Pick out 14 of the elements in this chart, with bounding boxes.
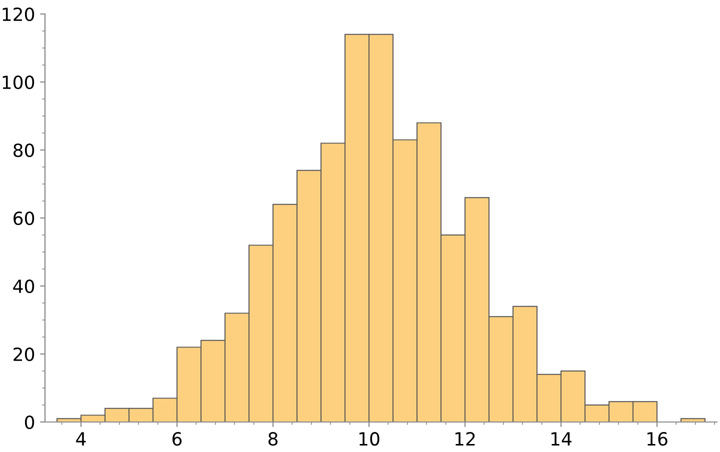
x-tick-label: 16	[647, 432, 668, 446]
y-tick-label: 20	[14, 347, 34, 362]
y-tick-label: 100	[2, 75, 34, 90]
y-tick-label: 80	[14, 143, 34, 158]
x-tick-label: 6	[172, 432, 182, 446]
y-tick-label: 120	[2, 7, 34, 22]
y-tick-label: 60	[14, 211, 34, 226]
y-tick-label: 40	[13, 279, 34, 294]
x-tick-label: 8	[268, 432, 278, 446]
x-tick-label: 4	[76, 432, 86, 446]
x-tick-label: 12	[455, 432, 475, 446]
y-tick-label: 0	[24, 415, 34, 430]
x-tick-label: 10	[359, 432, 380, 446]
x-tick-label: 14	[551, 432, 572, 446]
